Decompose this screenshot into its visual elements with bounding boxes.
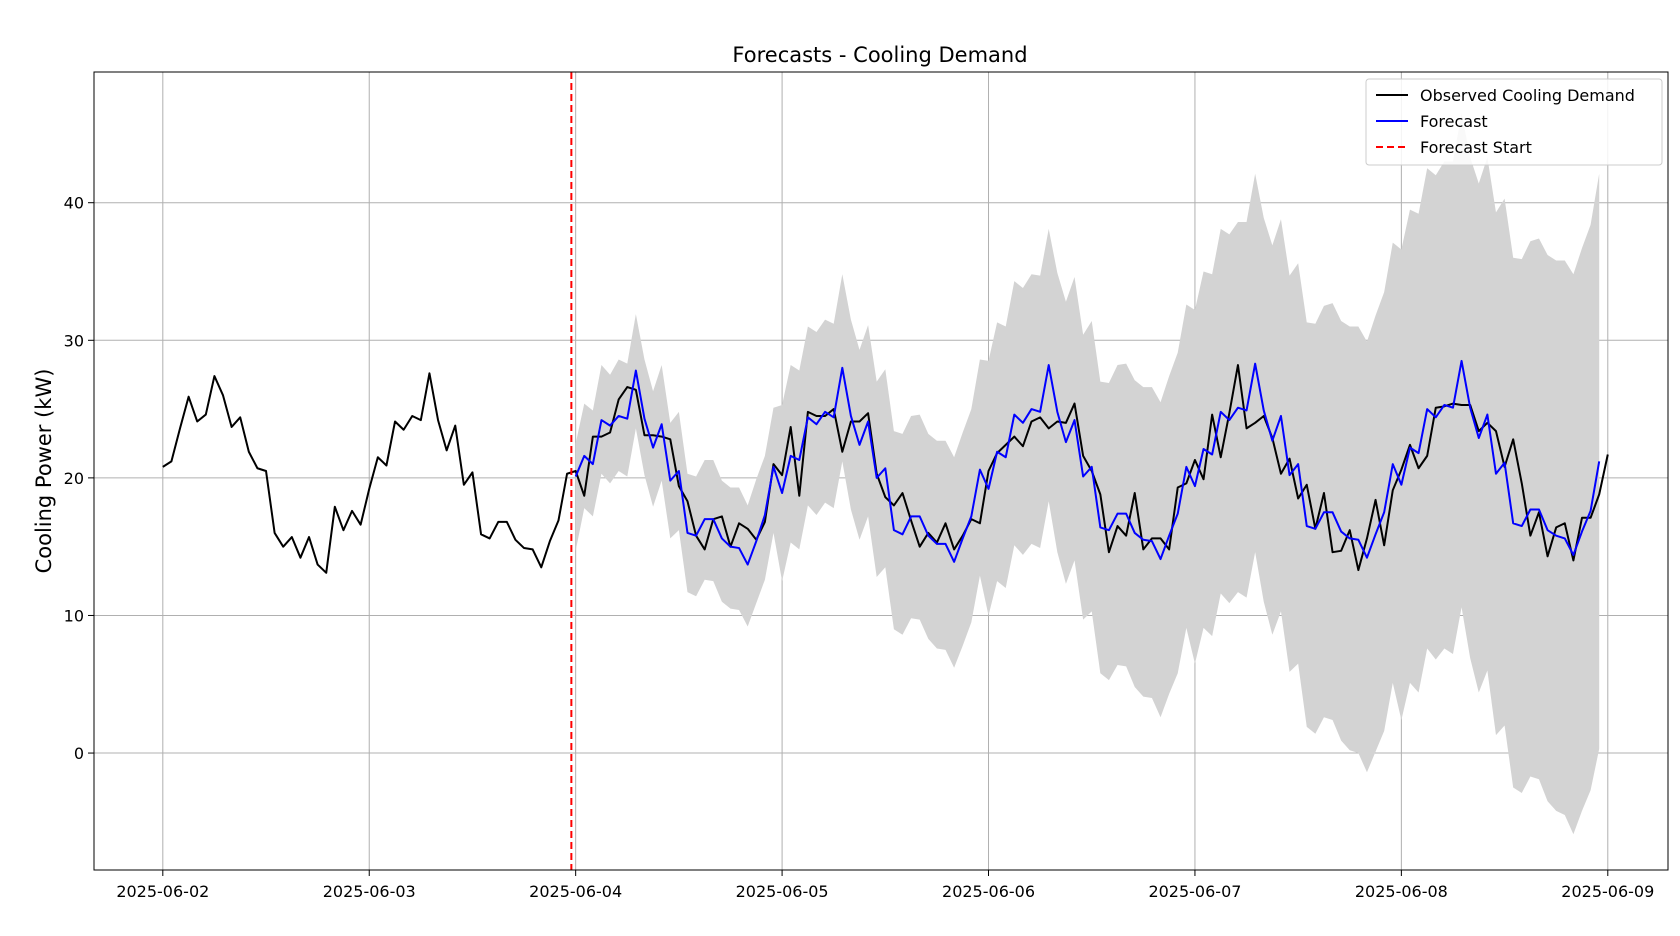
y-axis-ticks: 0 10 20 30 40 bbox=[64, 194, 94, 763]
legend-label-forecast: Forecast bbox=[1420, 112, 1488, 131]
x-tick-label: 2025-06-08 bbox=[1355, 882, 1448, 901]
y-axis-label: Cooling Power (kW) bbox=[32, 369, 56, 574]
x-tick-label: 2025-06-02 bbox=[116, 882, 209, 901]
legend-label-forecast-start: Forecast Start bbox=[1420, 138, 1532, 157]
chart-title: Forecasts - Cooling Demand bbox=[732, 43, 1027, 67]
y-tick-label: 10 bbox=[64, 606, 84, 625]
forecast-band bbox=[575, 113, 1600, 835]
x-tick-label: 2025-06-07 bbox=[1148, 882, 1241, 901]
forecast-interval-band bbox=[575, 113, 1600, 835]
x-tick-label: 2025-06-06 bbox=[942, 882, 1035, 901]
legend-box bbox=[1365, 78, 1663, 166]
series-lines bbox=[162, 359, 1609, 574]
x-axis-ticks: 2025-06-02 2025-06-03 2025-06-04 2025-06-05… bbox=[116, 870, 1654, 901]
x-tick-label: 2025-06-09 bbox=[1561, 882, 1654, 901]
observed-line bbox=[162, 364, 1609, 574]
x-tick-label: 2025-06-03 bbox=[323, 882, 416, 901]
legend: Observed Cooling Demand Forecast Forecas… bbox=[1365, 78, 1663, 166]
y-tick-label: 0 bbox=[74, 744, 84, 763]
y-tick-label: 40 bbox=[64, 194, 84, 213]
forecast-line bbox=[574, 359, 1601, 566]
y-tick-label: 30 bbox=[64, 331, 84, 350]
x-tick-label: 2025-06-05 bbox=[736, 882, 829, 901]
y-tick-label: 20 bbox=[64, 469, 84, 488]
x-tick-label: 2025-06-04 bbox=[529, 882, 622, 901]
plot-frame bbox=[93, 71, 1669, 871]
legend-label-observed: Observed Cooling Demand bbox=[1420, 86, 1635, 105]
